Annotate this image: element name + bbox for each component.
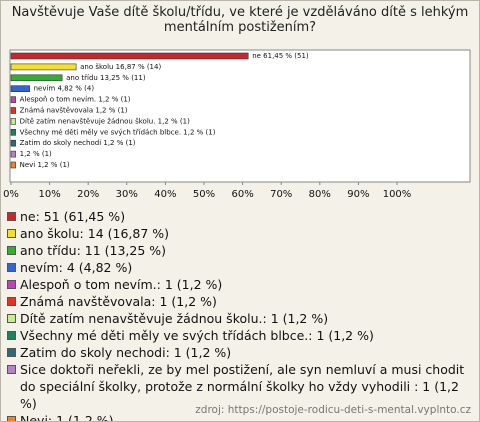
source: zdroj: https://postoje-rodicu-deti-s-men… xyxy=(195,404,471,416)
legend-label: Známá navštěvovala: 1 (1,2 %) xyxy=(20,294,217,309)
legend-swatch xyxy=(7,229,16,238)
legend-swatch xyxy=(7,212,16,221)
bar-label: nevím 4,82 % (4) xyxy=(34,85,95,93)
bar xyxy=(10,96,16,103)
legend-label: nevím: 4 (4,82 %) xyxy=(20,260,133,275)
legend-label: Nevi: 1 (1,2 %) xyxy=(20,413,114,422)
legend-label: Sice doktoři neřekli, ze by mel postižen… xyxy=(20,362,465,411)
bar xyxy=(10,52,249,60)
bar-label: Zatim do skoly nechodi 1,2 % (1) xyxy=(20,139,136,147)
chart: 0% 10% 20% 30% 40% 50% 60% 70% 80% 90% 100% ne 61,4… xyxy=(3,49,471,200)
bar-label: Nevi 1,2 % (1) xyxy=(20,161,70,169)
legend-swatch xyxy=(7,314,16,323)
bar xyxy=(10,129,16,136)
legend-item: nevím: 4 (4,82 %) xyxy=(7,259,473,276)
bar-label: ano školu 16,87 % (14) xyxy=(80,63,161,71)
x-tick-label: 20% xyxy=(77,189,99,200)
x-tick-label: 100% xyxy=(383,189,412,200)
legend-label: Dítě zatím nenavštěvuje žádnou školu.: 1… xyxy=(20,311,329,326)
legend-swatch xyxy=(7,331,16,340)
bar-label: Alespoň o tom nevím. 1,2 % (1) xyxy=(20,96,131,104)
x-tick-label: 80% xyxy=(309,189,331,200)
bar-label: ne 61,45 % (51) xyxy=(252,52,309,60)
x-tick-label: 40% xyxy=(154,189,176,200)
legend-swatch xyxy=(7,365,16,374)
legend-label: ne: 51 (61,45 %) xyxy=(20,209,126,224)
bar xyxy=(10,139,16,147)
legend-swatch xyxy=(7,297,16,306)
legend-item: Zatim do skoly nechodi: 1 (1,2 %) xyxy=(7,344,473,361)
legend-label: Všechny mé děti měly ve svých třídách bl… xyxy=(20,328,374,343)
bar xyxy=(10,74,63,82)
bar xyxy=(10,118,16,125)
x-tick-label: 30% xyxy=(116,189,138,200)
legend-swatch xyxy=(7,416,16,421)
legend-item: ne: 51 (61,45 %) xyxy=(7,208,473,225)
x-tick-label: 70% xyxy=(270,189,292,200)
x-tick-label: 50% xyxy=(193,189,215,200)
legend-item: Sice doktoři neřekli, ze by mel postižen… xyxy=(7,361,473,412)
legend: ne: 51 (61,45 %) ano školu: 14 (16,87 %) a… xyxy=(7,208,473,422)
bar-label: 1,2 % (1) xyxy=(20,150,52,158)
legend-item: ano školu: 14 (16,87 %) xyxy=(7,225,473,242)
legend-label: Alespoň o tom nevím.: 1 (1,2 %) xyxy=(20,277,223,292)
legend-swatch xyxy=(7,263,16,272)
bar-label: ano třídu 13,25 % (11) xyxy=(66,74,146,82)
x-tick-label: 60% xyxy=(231,189,253,200)
legend-item: Alespoň o tom nevím.: 1 (1,2 %) xyxy=(7,276,473,293)
bar xyxy=(10,107,16,114)
bar-label: Dítě zatím nenavštěvuje žádnou školu. 1,… xyxy=(20,117,190,125)
x-tick-label: 90% xyxy=(347,189,369,200)
legend-item: ano třídu: 11 (13,25 %) xyxy=(7,242,473,259)
legend-item: Známá navštěvovala: 1 (1,2 %) xyxy=(7,293,473,310)
x-tick-label: 10% xyxy=(38,189,60,200)
bar-label: Známá navštěvovala 1,2 % (1) xyxy=(20,107,128,115)
plot-area xyxy=(9,49,471,183)
legend-swatch xyxy=(7,246,16,255)
bar xyxy=(10,85,30,92)
legend-item: Všechny mé děti měly ve svých třídách bl… xyxy=(7,327,473,344)
x-tick-label: 0% xyxy=(3,189,19,200)
chart-title: Navštěvuje Vaše dítě školu/třídu, ve kte… xyxy=(11,5,469,35)
legend-item: Dítě zatím nenavštěvuje žádnou školu.: 1… xyxy=(7,310,473,327)
legend-swatch xyxy=(7,348,16,357)
legend-swatch xyxy=(7,280,16,289)
bar xyxy=(10,63,77,71)
legend-label: ano třídu: 11 (13,25 %) xyxy=(20,243,167,258)
bar-label: Všechny mé děti měly ve svých třídách bl… xyxy=(20,128,216,136)
bar xyxy=(10,150,16,158)
legend-label: Zatim do skoly nechodi: 1 (1,2 %) xyxy=(20,345,232,360)
legend-label: ano školu: 14 (16,87 %) xyxy=(20,226,170,241)
legend-item: Nevi: 1 (1,2 %) xyxy=(7,412,473,422)
bar xyxy=(10,161,16,169)
